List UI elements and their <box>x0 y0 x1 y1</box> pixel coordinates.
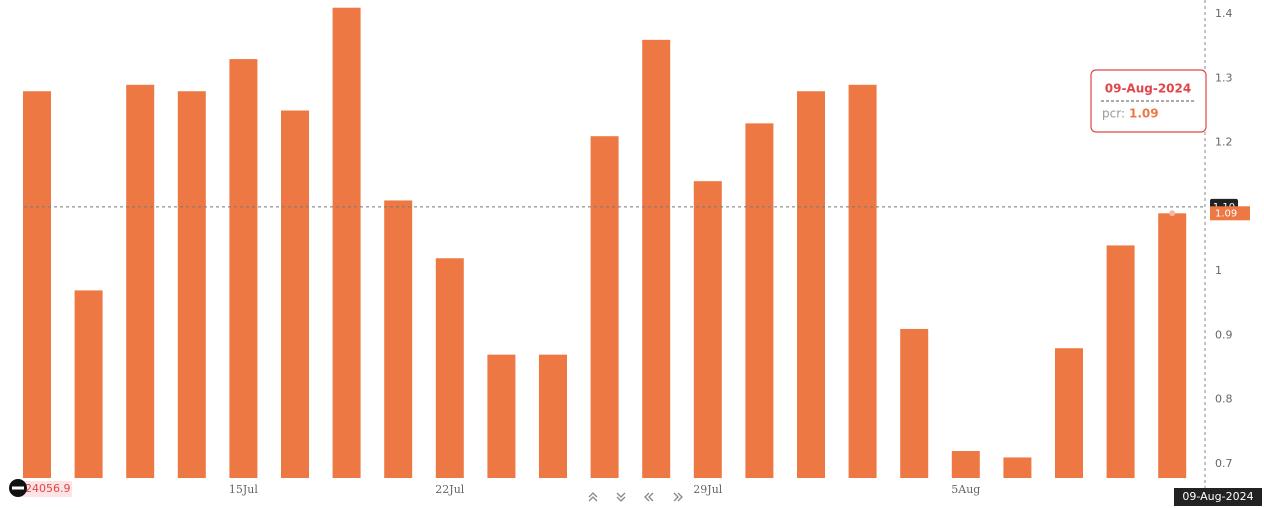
bar <box>900 328 929 478</box>
tooltip-value: 1.09 <box>1129 107 1159 121</box>
tooltip: 09-Aug-2024 pcr: 1.09 <box>1090 69 1207 133</box>
nav-up[interactable] <box>588 492 598 498</box>
bar <box>590 136 619 479</box>
y-tick-label: 1.2 <box>1215 136 1233 149</box>
hover-dot <box>1169 210 1176 217</box>
bar <box>1158 213 1187 478</box>
nav-left[interactable] <box>648 492 654 502</box>
tooltip-series-label: pcr: <box>1102 107 1125 121</box>
nav-right[interactable] <box>673 492 679 502</box>
bar <box>539 354 567 478</box>
bar <box>487 354 516 478</box>
y-tick-label: 1 <box>1215 264 1222 277</box>
last-value-bg <box>1210 206 1250 221</box>
x-tick-label: 5Aug <box>951 483 980 496</box>
bar <box>281 110 309 479</box>
bar <box>1003 457 1032 478</box>
bar <box>693 181 722 478</box>
bar <box>229 59 258 478</box>
crosshair-date-bg <box>1174 488 1262 506</box>
nav-buttons[interactable] <box>588 492 683 502</box>
bar <box>951 451 980 478</box>
nav-down[interactable] <box>616 492 626 498</box>
y-tick-label: 1.3 <box>1215 71 1233 84</box>
bar <box>74 290 103 478</box>
y-tick-label: 0.7 <box>1215 457 1233 470</box>
y-tick-label: 0.8 <box>1215 393 1233 406</box>
x-tick-label: 29Jul <box>693 483 722 496</box>
tooltip-title: 09-Aug-2024 <box>1105 82 1191 96</box>
bar <box>745 123 774 479</box>
bar <box>177 91 206 478</box>
bar <box>23 91 51 478</box>
last-value-label: 1.09 <box>1215 208 1237 219</box>
bar <box>797 91 825 478</box>
index-value: 24056.9 <box>25 482 71 495</box>
x-tick-label: 15Jul <box>229 483 258 496</box>
bar <box>332 7 361 478</box>
crosshair-date: 09-Aug-2024 <box>1182 490 1253 503</box>
nav-left[interactable] <box>644 492 650 502</box>
y-tick-label: 1.4 <box>1215 7 1233 20</box>
bar <box>384 200 413 479</box>
bar <box>435 258 464 478</box>
nav-up[interactable] <box>588 496 598 502</box>
index-toggle-minus <box>12 486 24 490</box>
bar <box>642 39 671 478</box>
x-tick-label: 22Jul <box>435 483 464 496</box>
bar <box>848 84 877 478</box>
bar <box>1106 245 1135 478</box>
nav-right[interactable] <box>677 492 683 502</box>
nav-down[interactable] <box>616 496 626 502</box>
y-tick-label: 0.9 <box>1215 328 1233 341</box>
index-value-bg <box>22 481 72 497</box>
bar <box>126 84 155 478</box>
bar <box>1055 348 1083 478</box>
